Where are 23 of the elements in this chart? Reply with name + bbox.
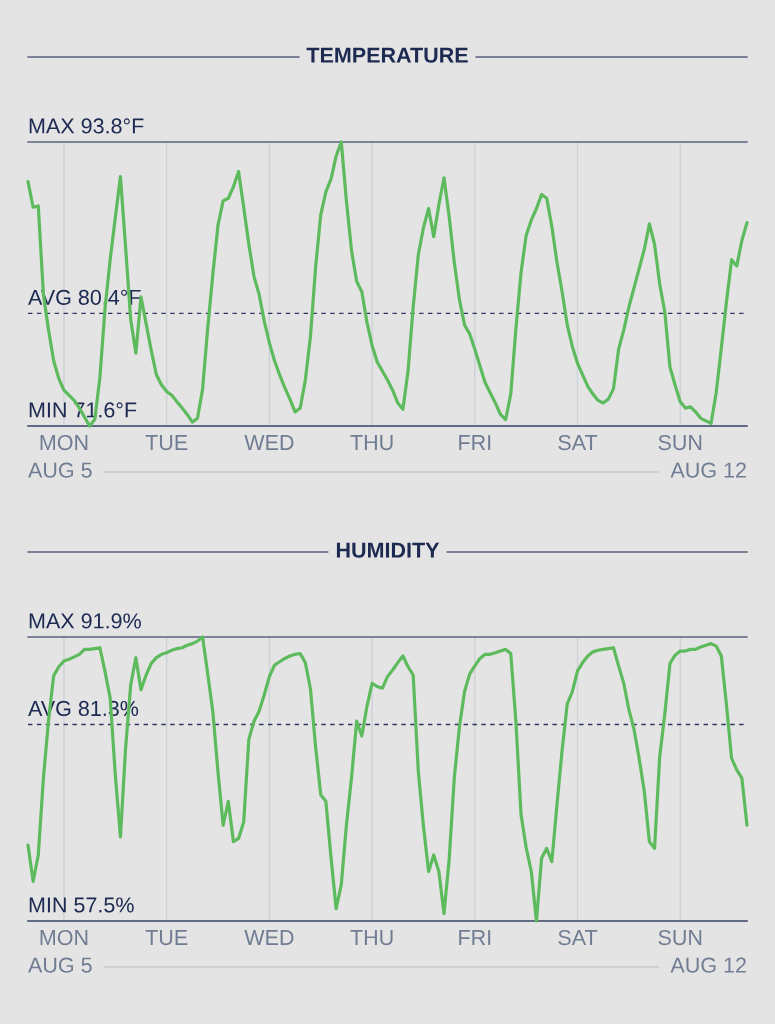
text: AUG 12 [670,462,746,478]
x-tick-label: THU [350,435,393,451]
x-tick-label: WED [244,930,294,945]
x-tick-label: SUN [658,929,702,946]
text: AUG 12 [670,957,746,973]
ref-line-label: MIN 57.5% [29,897,134,913]
x-tick-label: FRI [459,930,491,945]
x-tick-label: SAT [558,929,598,946]
x-tick-label: MON [40,434,88,451]
x-tick-label: WED [244,435,294,450]
x-tick-label: SUN [658,434,702,451]
text: AUG 5 [28,957,92,973]
x-tick-label: FRI [459,435,491,450]
x-tick-label: THU [350,930,393,946]
x-tick-label: MON [40,929,88,946]
text: AUG 5 [28,462,92,478]
chart-title: TEMPERATURE [306,47,468,63]
chart-title: HUMIDITY [336,542,440,558]
x-tick-label: SAT [558,434,598,451]
ref-line-label: MAX 93.8°F [29,118,144,134]
ref-line-label: MAX 91.9% [29,613,141,629]
x-tick-label: TUE [145,435,188,451]
x-tick-label: TUE [145,930,188,946]
